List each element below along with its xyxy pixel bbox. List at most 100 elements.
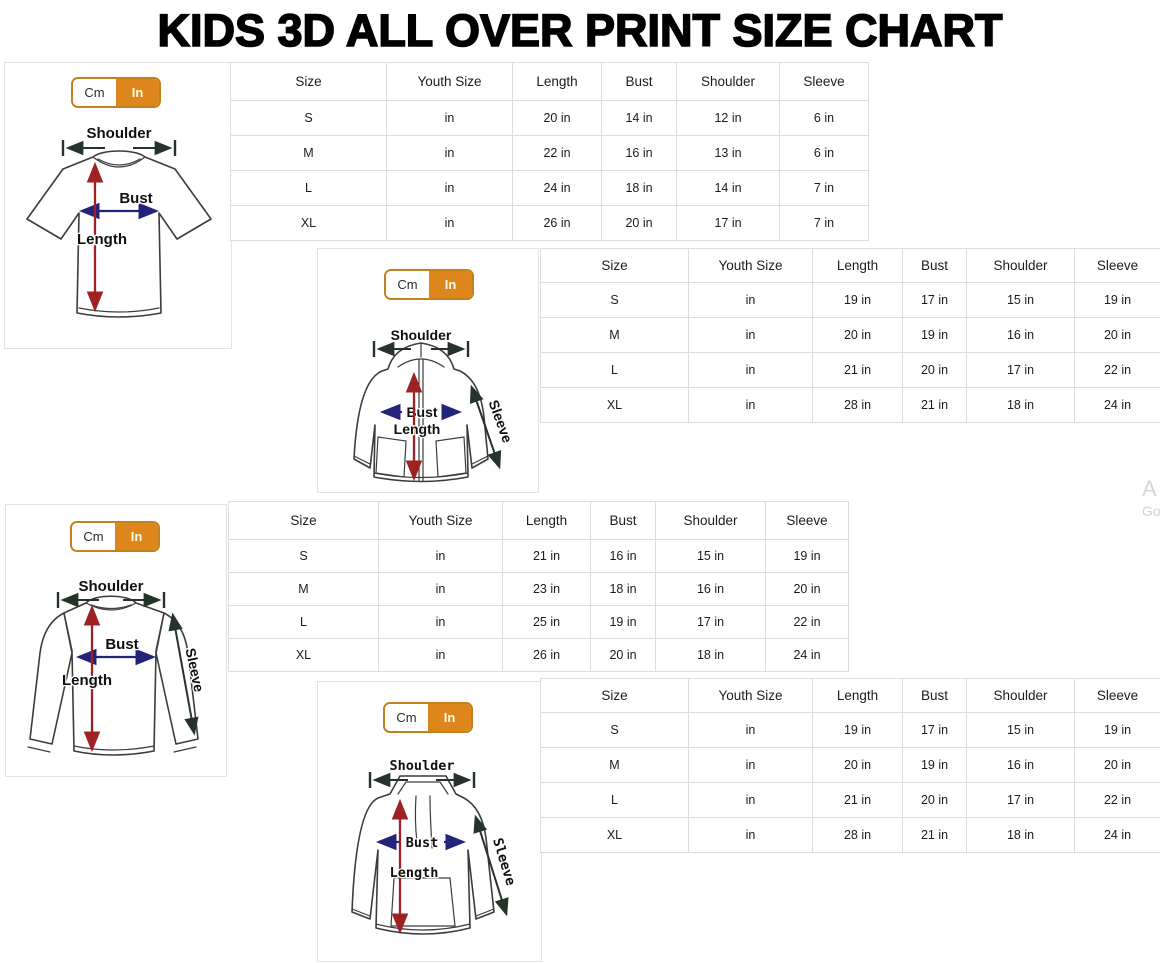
column-header: Shoulder [966, 248, 1075, 283]
cell: 18 in [590, 572, 656, 606]
cell: 7 in [779, 170, 869, 206]
cell: 20 in [601, 205, 677, 241]
cell: 25 in [502, 605, 591, 639]
cell: S [230, 100, 387, 136]
long-sleeve-diagram: Shoulder Bust Length Sleeve [27, 577, 209, 756]
unit-toggle: Cm In [71, 77, 161, 108]
cell: 21 in [902, 387, 967, 423]
shoulder-label: Shoulder [86, 125, 151, 142]
unit-in-button[interactable]: In [116, 79, 159, 106]
table-row: XL in 26 in 20 in 17 in 7 in [230, 205, 869, 241]
unit-cm-button[interactable]: Cm [386, 271, 429, 298]
shoulder-label: Shoulder [391, 327, 452, 343]
cell: in [688, 747, 813, 783]
cell: 21 in [812, 352, 903, 388]
sleeve-arrow [469, 384, 502, 470]
length-label: Length [62, 672, 112, 689]
table-row: XL in 26 in 20 in 18 in 24 in [228, 638, 849, 672]
cell: 17 in [676, 205, 780, 241]
column-header: Shoulder [655, 501, 766, 540]
column-header: Youth Size [378, 501, 503, 540]
cell: 19 in [1074, 282, 1160, 318]
shoulder-label: Shoulder [389, 758, 454, 774]
cell: 17 in [655, 605, 766, 639]
cell: M [228, 572, 379, 606]
watermark-line1: A [1142, 476, 1157, 501]
cell: M [230, 135, 387, 171]
cell: 23 in [502, 572, 591, 606]
unit-cm-button[interactable]: Cm [73, 79, 116, 106]
tshirt-diagram-card: Cm In Shoulder Bust Length [4, 62, 232, 349]
zip-hoodie-diagram-card: Cm In Shoulder Bust Length Sleeve [317, 248, 539, 493]
cell: 6 in [779, 135, 869, 171]
cell: 19 in [590, 605, 656, 639]
cell: 20 in [812, 747, 903, 783]
cell: 19 in [812, 282, 903, 318]
hoodie-diagram-card: Cm In Shoulder Bust Length Sleeve [317, 681, 542, 962]
cell: 24 in [765, 638, 849, 672]
cell: 7 in [779, 205, 869, 241]
clipped-watermark: A Go [1142, 476, 1160, 520]
column-header: Length [812, 248, 903, 283]
cell: XL [230, 205, 387, 241]
column-header: Sleeve [1074, 248, 1160, 283]
column-header: Sleeve [765, 501, 849, 540]
unit-in-button[interactable]: In [429, 271, 472, 298]
cell: 16 in [655, 572, 766, 606]
column-header: Youth Size [688, 248, 813, 283]
cell: 22 in [512, 135, 602, 171]
unit-cm-button[interactable]: Cm [72, 523, 115, 550]
cell: 20 in [1074, 747, 1160, 783]
cell: XL [228, 638, 379, 672]
cell: 19 in [765, 539, 849, 573]
tshirt-size-table: Size Youth Size Length Bust Shoulder Sle… [230, 62, 869, 241]
unit-toggle: Cm In [383, 702, 473, 733]
cell: 20 in [902, 352, 967, 388]
cell: 21 in [812, 782, 903, 818]
sleeve-label: Sleeve [489, 836, 519, 887]
cell: in [378, 638, 503, 672]
unit-toggle: Cm In [70, 521, 160, 552]
column-header: Bust [590, 501, 656, 540]
cell: 18 in [966, 817, 1075, 853]
unit-toggle: Cm In [384, 269, 474, 300]
cell: 14 in [676, 170, 780, 206]
unit-in-button[interactable]: In [428, 704, 471, 731]
cell: M [540, 317, 689, 353]
cell: 24 in [1074, 387, 1160, 423]
cell: 20 in [590, 638, 656, 672]
shoulder-label: Shoulder [78, 578, 143, 595]
cell: 17 in [966, 352, 1075, 388]
cell: 26 in [512, 205, 602, 241]
unit-cm-button[interactable]: Cm [385, 704, 428, 731]
cell: 26 in [502, 638, 591, 672]
cell: in [688, 282, 813, 318]
sleeve-arrow [168, 612, 199, 736]
cell: 16 in [966, 317, 1075, 353]
header-row: Size Youth Size Length Bust Shoulder Sle… [540, 678, 1160, 713]
cell: 24 in [1074, 817, 1160, 853]
cell: L [540, 352, 689, 388]
cell: in [688, 352, 813, 388]
cell: 17 in [902, 282, 967, 318]
cell: XL [540, 387, 689, 423]
cell: 19 in [812, 712, 903, 748]
cell: S [228, 539, 379, 573]
unit-in-button[interactable]: In [115, 523, 158, 550]
length-label: Length [390, 865, 439, 881]
cell: 16 in [601, 135, 677, 171]
cell: in [688, 317, 813, 353]
column-header: Bust [601, 62, 677, 101]
column-header: Sleeve [779, 62, 869, 101]
table-row: XL in 28 in 21 in 18 in 24 in [540, 817, 1160, 853]
cell: 14 in [601, 100, 677, 136]
cell: in [386, 100, 513, 136]
cell: in [378, 605, 503, 639]
cell: 20 in [765, 572, 849, 606]
cell: 22 in [1074, 782, 1160, 818]
